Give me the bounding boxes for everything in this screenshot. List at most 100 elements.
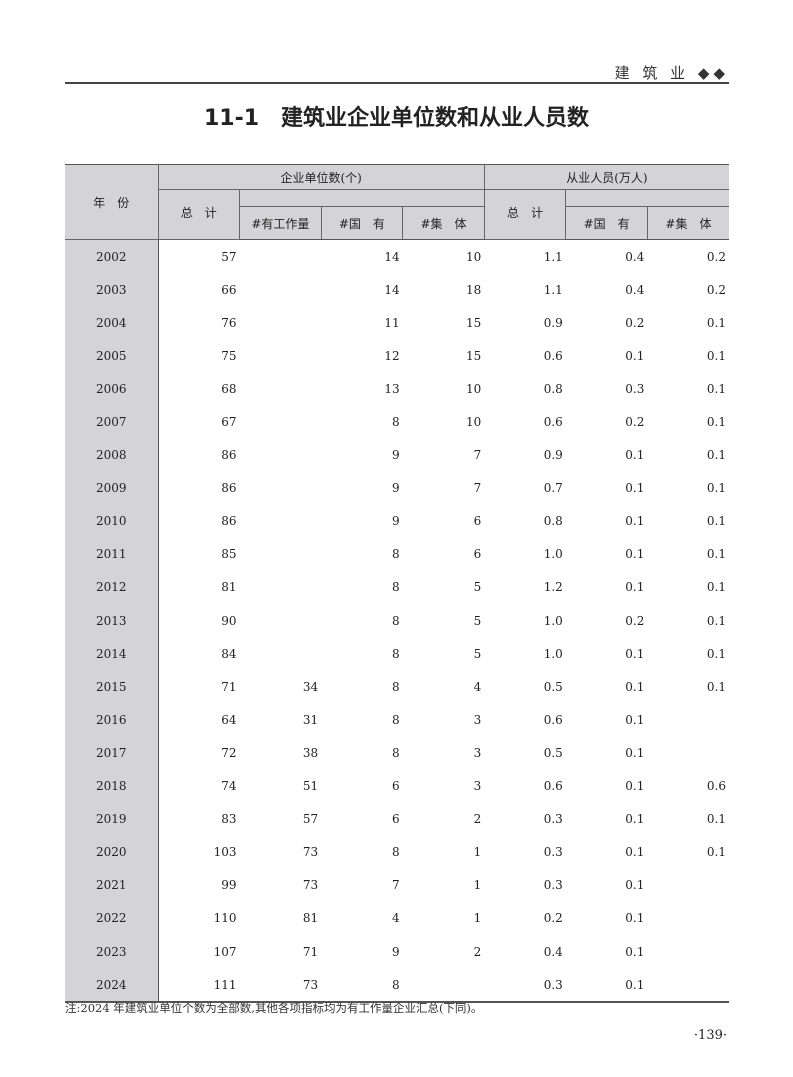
employees-collective-cell: 0.1 bbox=[706, 812, 726, 827]
units-with-workload-cell bbox=[240, 273, 322, 306]
employees-total-cell: 0.7 bbox=[543, 481, 563, 496]
employees-total-cell: 1.1 bbox=[543, 249, 563, 264]
table-row: 2013 90 8 5 1.0 0.2 0.1 bbox=[65, 604, 729, 638]
table-row: 2024 111 73 8 0.3 0.1 bbox=[65, 968, 729, 1004]
employees-collective-cell bbox=[647, 703, 729, 736]
employees-total-header: 总 计 bbox=[483, 189, 567, 240]
units-collective-cell: 10 bbox=[465, 381, 482, 396]
units-total-cell: 67 bbox=[221, 415, 237, 430]
units-with-workload-cell bbox=[240, 538, 322, 571]
units-total-cell: 86 bbox=[221, 448, 237, 463]
employees-state-owned-header: #国 有 bbox=[565, 206, 648, 240]
units-collective-cell: 1 bbox=[473, 911, 482, 926]
employees-state-owned-cell: 0.4 bbox=[625, 282, 645, 297]
units-with-workload-cell bbox=[240, 637, 322, 670]
employees-state-owned-cell: 0.1 bbox=[625, 712, 645, 727]
units-state-owned-cell: 8 bbox=[392, 679, 400, 694]
year-cell: 2008 bbox=[65, 438, 159, 472]
units-with-workload-cell: 73 bbox=[302, 878, 319, 893]
employees-total-cell: 0.5 bbox=[543, 745, 563, 760]
units-with-workload-cell bbox=[240, 439, 322, 472]
table-row: 2004 76 11 15 0.9 0.2 0.1 bbox=[65, 306, 729, 340]
units-collective-cell: 10 bbox=[465, 415, 482, 430]
employees-total-cell: 1.1 bbox=[543, 282, 563, 297]
units-total-cell: 64 bbox=[221, 712, 237, 727]
table-row: 2020 103 73 8 1 0.3 0.1 0.1 bbox=[65, 835, 729, 869]
year-cell: 2016 bbox=[65, 703, 159, 737]
units-state-owned-cell: 8 bbox=[321, 968, 403, 1004]
units-with-workload-cell bbox=[240, 405, 322, 438]
units-state-owned-cell: 8 bbox=[392, 845, 400, 860]
units-with-workload-cell bbox=[240, 240, 322, 274]
units-state-owned-cell: 8 bbox=[392, 580, 400, 595]
units-with-workload-header: #有工作量 bbox=[239, 206, 322, 240]
employees-state-owned-cell: 0.1 bbox=[625, 878, 645, 893]
employees-state-owned-cell: 0.1 bbox=[625, 348, 645, 363]
units-collective-header: #集 体 bbox=[402, 206, 485, 240]
units-collective-cell: 3 bbox=[473, 712, 482, 727]
employees-collective-cell: 0.1 bbox=[706, 514, 726, 529]
units-collective-cell: 7 bbox=[473, 481, 482, 496]
units-with-workload-cell bbox=[240, 372, 322, 405]
employees-state-owned-cell: 0.1 bbox=[625, 779, 645, 794]
employees-state-owned-cell: 0.1 bbox=[625, 845, 645, 860]
employees-spacer bbox=[565, 189, 729, 207]
employees-collective-cell: 0.1 bbox=[706, 580, 726, 595]
units-state-owned-cell: 14 bbox=[384, 249, 400, 264]
employees-total-cell: 0.6 bbox=[543, 712, 563, 727]
table-row: 2011 85 8 6 1.0 0.1 0.1 bbox=[65, 537, 729, 571]
units-state-owned-cell: 8 bbox=[392, 415, 400, 430]
units-total-cell: 85 bbox=[221, 547, 237, 562]
units-total-cell: 90 bbox=[221, 613, 237, 628]
units-collective-cell: 6 bbox=[473, 514, 482, 529]
units-state-owned-cell: 9 bbox=[392, 448, 400, 463]
data-table: 年 份 企业单位数(个) 从业人员(万人) 总 计 总 计 #有工作量 #国 有… bbox=[65, 164, 729, 1004]
employees-state-owned-cell: 0.2 bbox=[625, 613, 645, 628]
units-collective-cell: 2 bbox=[473, 944, 482, 959]
employees-collective-cell: 0.1 bbox=[706, 679, 726, 694]
page-title: 11-1 建筑业企业单位数和从业人员数 bbox=[0, 100, 793, 132]
units-with-workload-cell: 71 bbox=[302, 944, 319, 959]
units-collective-cell: 18 bbox=[465, 282, 482, 297]
units-collective-cell: 6 bbox=[473, 547, 482, 562]
table-row: 2017 72 38 8 3 0.5 0.1 bbox=[65, 736, 729, 770]
units-total-cell: 74 bbox=[221, 779, 237, 794]
employees-state-owned-cell: 0.1 bbox=[625, 745, 645, 760]
units-state-owned-cell: 9 bbox=[392, 944, 400, 959]
table-row: 2019 83 57 6 2 0.3 0.1 0.1 bbox=[65, 802, 729, 836]
year-cell: 2024 bbox=[65, 968, 159, 1004]
units-with-workload-cell: 81 bbox=[302, 911, 319, 926]
year-cell: 2017 bbox=[65, 736, 159, 770]
employees-collective-cell: 0.1 bbox=[706, 845, 726, 860]
employees-collective-cell: 0.1 bbox=[706, 481, 726, 496]
units-total-cell: 86 bbox=[221, 481, 237, 496]
units-state-owned-cell: 8 bbox=[392, 745, 400, 760]
units-with-workload-cell bbox=[240, 472, 322, 505]
table-row: 2016 64 31 8 3 0.6 0.1 bbox=[65, 703, 729, 737]
year-cell: 2010 bbox=[65, 504, 159, 538]
units-with-workload-cell: 57 bbox=[302, 812, 319, 827]
page-number: ·139· bbox=[693, 1028, 727, 1043]
year-cell: 2015 bbox=[65, 670, 159, 704]
year-cell: 2012 bbox=[65, 570, 159, 605]
units-total-cell: 99 bbox=[221, 878, 237, 893]
employees-state-owned-cell: 0.1 bbox=[625, 481, 645, 496]
employees-collective-cell: 0.1 bbox=[706, 613, 726, 628]
table-row: 2022 110 81 4 1 0.2 0.1 bbox=[65, 901, 729, 935]
units-with-workload-cell: 38 bbox=[302, 745, 319, 760]
employees-state-owned-cell: 0.1 bbox=[625, 646, 645, 661]
units-with-workload-cell: 31 bbox=[302, 712, 319, 727]
year-cell: 2021 bbox=[65, 868, 159, 902]
units-collective-cell: 4 bbox=[473, 679, 482, 694]
employees-state-owned-cell: 0.1 bbox=[625, 812, 645, 827]
units-total-cell: 72 bbox=[221, 745, 237, 760]
units-with-workload-cell: 73 bbox=[239, 968, 322, 1004]
employees-collective-cell: 0.1 bbox=[706, 448, 726, 463]
table-row: 2018 74 51 6 3 0.6 0.1 0.6 bbox=[65, 769, 729, 803]
units-with-workload-cell: 34 bbox=[302, 679, 319, 694]
employees-collective-cell: 0.1 bbox=[706, 547, 726, 562]
employees-collective-cell: 0.1 bbox=[706, 646, 726, 661]
units-collective-cell: 3 bbox=[473, 745, 482, 760]
table-row: 2006 68 13 10 0.8 0.3 0.1 bbox=[65, 372, 729, 406]
footnote: 注:2024 年建筑业单位个数为全部数,其他各项指标均为有工作量企业汇总(下同)… bbox=[65, 1001, 483, 1015]
